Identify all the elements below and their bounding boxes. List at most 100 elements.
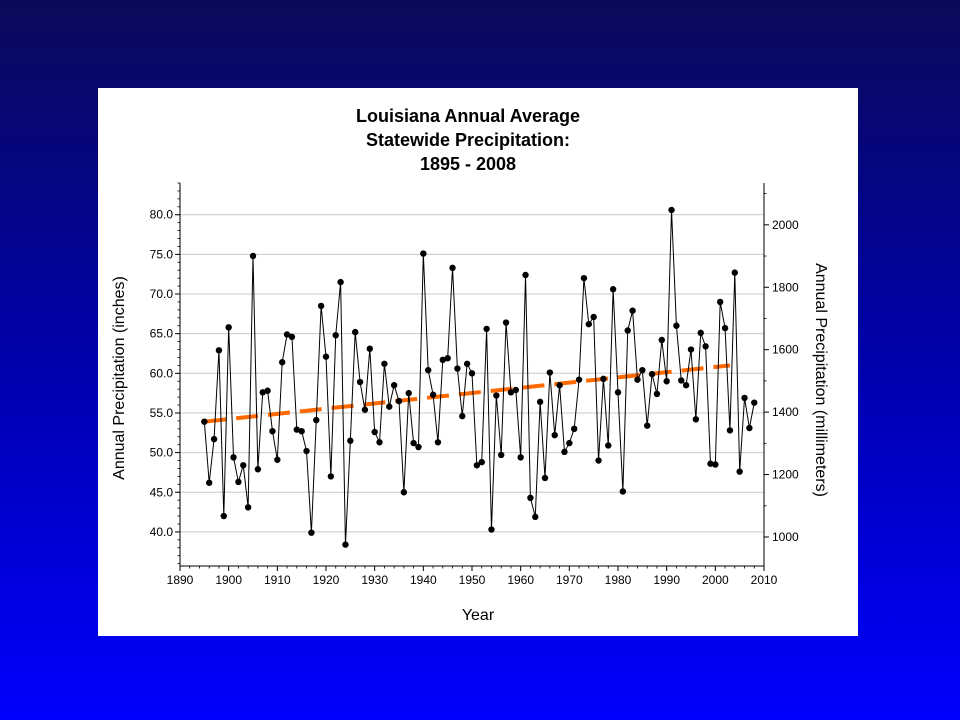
- data-point: [619, 488, 627, 495]
- x-tick-label: 1980: [605, 573, 632, 587]
- data-point: [269, 427, 276, 435]
- data-point: [293, 426, 300, 433]
- data-point: [629, 307, 636, 314]
- data-point: [352, 328, 359, 336]
- data-point: [327, 473, 335, 480]
- data-point: [240, 462, 247, 469]
- data-point: [536, 398, 544, 406]
- data-point: [580, 274, 588, 282]
- data-point: [678, 377, 685, 384]
- data-point: [712, 461, 719, 468]
- trend-line-segment: [204, 363, 731, 424]
- data-point: [746, 424, 753, 432]
- x-tick-label: 1940: [410, 573, 437, 587]
- data-point: [556, 382, 563, 389]
- data-point: [639, 366, 646, 374]
- data-point: [663, 378, 670, 385]
- y-left-tick-label: 55.0: [150, 406, 174, 420]
- data-point: [444, 355, 451, 362]
- data-point: [488, 526, 495, 533]
- y-left-tick-label: 40.0: [150, 525, 174, 539]
- data-point: [337, 278, 344, 286]
- x-tick-label: 1990: [653, 573, 680, 587]
- data-point: [254, 466, 262, 473]
- data-point: [682, 382, 690, 389]
- data-point: [731, 269, 738, 276]
- data-point: [590, 313, 597, 321]
- data-point: [425, 366, 432, 374]
- data-point: [230, 454, 237, 461]
- data-point: [249, 252, 257, 260]
- y-axis-right-label: Annual Precipitation (millimeters): [812, 263, 829, 497]
- data-point: [395, 397, 403, 405]
- data-point: [600, 375, 607, 383]
- data-point: [644, 422, 651, 429]
- data-point: [434, 439, 442, 446]
- x-tick-label: 1950: [459, 573, 486, 587]
- x-tick-label: 2000: [702, 573, 729, 587]
- data-point: [473, 462, 481, 469]
- data-point: [624, 327, 631, 334]
- chart-title: Louisiana Annual Average Statewide Preci…: [356, 106, 580, 174]
- data-point: [313, 416, 320, 424]
- data-point: [420, 250, 427, 257]
- data-point: [609, 286, 617, 293]
- data-point: [692, 416, 700, 423]
- data-point: [648, 370, 656, 378]
- x-tick-label: 1970: [556, 573, 583, 587]
- data-point: [244, 504, 252, 511]
- x-tick-label: 1920: [313, 573, 340, 587]
- y-axis-left-label: Annual Precipitation (inches): [111, 276, 128, 480]
- y-left-tick-label: 60.0: [150, 366, 174, 380]
- data-point: [439, 356, 446, 364]
- x-axis-label: Year: [462, 607, 495, 624]
- data-point: [668, 206, 675, 214]
- data-point: [381, 360, 388, 367]
- data-point: [220, 512, 227, 520]
- data-point: [410, 439, 417, 447]
- data-point: [449, 264, 456, 272]
- data-point: [527, 494, 534, 502]
- data-point: [215, 347, 223, 354]
- data-point: [546, 369, 554, 376]
- data-point: [707, 460, 714, 467]
- data-point: [415, 443, 422, 451]
- chart: Louisiana Annual Average Statewide Preci…: [111, 106, 829, 624]
- data-point: [429, 391, 437, 398]
- title-line-2: Statewide Precipitation:: [366, 130, 570, 150]
- chart-panel: Louisiana Annual Average Statewide Preci…: [98, 88, 858, 636]
- data-point: [751, 399, 758, 406]
- data-point: [541, 474, 549, 482]
- data-point: [463, 360, 471, 367]
- data-point: [283, 331, 291, 338]
- data-point: [585, 320, 592, 328]
- data-point: [605, 442, 612, 449]
- data-point: [653, 390, 661, 398]
- data-point: [225, 324, 232, 331]
- x-tick-label: 1960: [507, 573, 534, 587]
- x-axis-ticks: 1890 1900 1910 1920 1930 1940 1950 1960 1970 1980…: [167, 573, 778, 587]
- data-point: [595, 457, 602, 464]
- x-tick-label: 1910: [264, 573, 291, 587]
- data-point: [532, 513, 539, 521]
- data-point: [332, 332, 339, 339]
- title-line-1: Louisiana Annual Average: [356, 106, 580, 126]
- data-point: [347, 437, 354, 444]
- data-point: [551, 431, 558, 439]
- data-point: [493, 392, 500, 399]
- y-right-tick-label: 2000: [772, 218, 799, 232]
- y-right-tick-label: 1400: [772, 405, 799, 419]
- y-left-tick-label: 80.0: [150, 208, 174, 222]
- data-point: [400, 489, 408, 496]
- data-point: [405, 389, 412, 397]
- data-point: [356, 378, 364, 386]
- x-tick-label: 1900: [215, 573, 242, 587]
- title-line-3: 1895 - 2008: [420, 154, 516, 174]
- data-point: [390, 382, 398, 389]
- data-point: [502, 319, 510, 326]
- x-tick-label: 1890: [167, 573, 194, 587]
- data-point: [673, 322, 680, 329]
- data-point: [274, 456, 281, 463]
- data-point: [517, 454, 524, 461]
